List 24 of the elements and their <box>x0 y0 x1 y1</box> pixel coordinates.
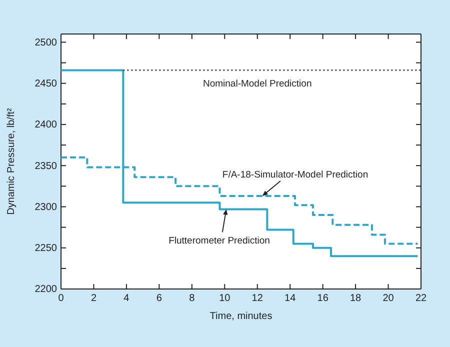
x-tick-label: 0 <box>58 293 64 304</box>
x-axis-title: Time, minutes <box>210 311 272 322</box>
y-tick-label: 2250 <box>34 243 58 254</box>
x-tick-label: 14 <box>284 293 296 304</box>
x-tick-label: 8 <box>189 293 196 304</box>
x-tick-label: 20 <box>382 293 394 304</box>
y-tick-label: 2200 <box>34 284 58 296</box>
annotation: Flutterometer Prediction <box>168 236 270 247</box>
y-tick-label: 2350 <box>34 160 58 172</box>
x-tick-label: 6 <box>156 293 162 304</box>
x-tick-label: 18 <box>350 293 362 304</box>
annotation: Nominal-Model Prediction <box>202 78 312 90</box>
y-tick-label: 2300 <box>34 202 58 213</box>
x-tick-label: 22 <box>415 293 427 304</box>
x-tick-label: 12 <box>252 293 264 304</box>
y-axis-title: Dynamic Pressure, lb/ft² <box>6 107 17 215</box>
x-tick-label: 4 <box>124 293 130 304</box>
annotation: F/A-18-Simulator-Model Prediction <box>222 170 368 181</box>
x-tick-label: 2 <box>90 293 97 304</box>
y-tick-label: 2450 <box>34 78 58 90</box>
y-tick-label: 2500 <box>34 37 58 48</box>
x-tick-label: 10 <box>219 293 231 304</box>
x-tick-label: 16 <box>317 293 329 304</box>
y-tick-label: 2400 <box>34 120 58 131</box>
